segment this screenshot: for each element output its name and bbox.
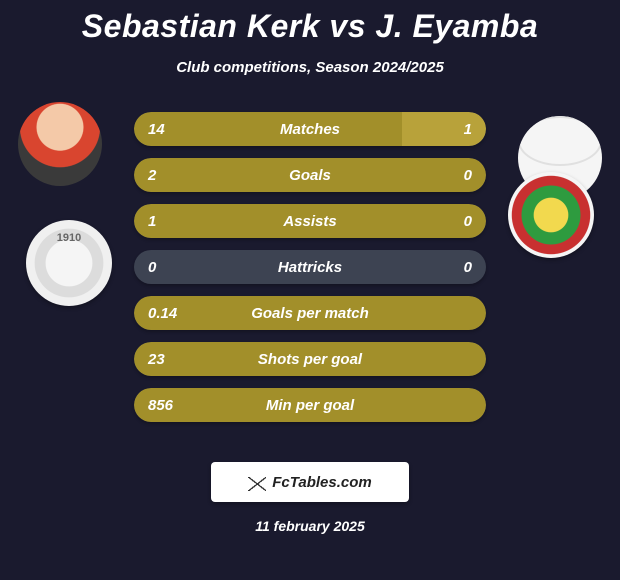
comparison-area: 14 1 Matches 2 0 Goals 1 0 Assists 0 0 Hattricks 0.1… — [0, 112, 620, 442]
brand-text: FcTables.com — [272, 474, 371, 491]
brand-badge[interactable]: FcTables.com — [211, 462, 409, 502]
stat-value-right: 0 — [464, 213, 472, 230]
stat-row: 14 1 Matches — [134, 112, 486, 146]
club-badge-left — [26, 220, 112, 306]
stat-row: 1 0 Assists — [134, 204, 486, 238]
stat-bar-right — [402, 112, 486, 146]
stat-row: 23 Shots per goal — [134, 342, 486, 376]
stat-value-left: 14 — [148, 121, 165, 138]
stat-bar-left — [134, 112, 402, 146]
stat-value-right: 1 — [464, 121, 472, 138]
stat-row: 0.14 Goals per match — [134, 296, 486, 330]
stat-value-right: 0 — [464, 259, 472, 276]
stat-row: 856 Min per goal — [134, 388, 486, 422]
brand-logo-icon — [248, 473, 266, 491]
stat-value-left: 1 — [148, 213, 156, 230]
stat-row: 2 0 Goals — [134, 158, 486, 192]
subtitle: Club competitions, Season 2024/2025 — [0, 59, 620, 76]
player-left-avatar — [18, 102, 102, 186]
stats-block: 14 1 Matches 2 0 Goals 1 0 Assists 0 0 Hattricks 0.1… — [134, 112, 486, 422]
stat-label: Goals — [289, 167, 331, 184]
stat-value-right: 0 — [464, 167, 472, 184]
page-title: Sebastian Kerk vs J. Eyamba — [0, 8, 620, 45]
footer-date: 11 february 2025 — [0, 518, 620, 534]
stat-value-left: 0.14 — [148, 305, 177, 322]
stat-label: Hattricks — [278, 259, 342, 276]
stat-value-left: 856 — [148, 397, 173, 414]
stat-label: Matches — [280, 121, 340, 138]
stat-value-left: 0 — [148, 259, 156, 276]
stat-label: Goals per match — [251, 305, 369, 322]
stat-value-left: 2 — [148, 167, 156, 184]
stat-row: 0 0 Hattricks — [134, 250, 486, 284]
stat-label: Shots per goal — [258, 351, 362, 368]
stat-label: Assists — [283, 213, 336, 230]
stat-label: Min per goal — [266, 397, 354, 414]
comparison-card: Sebastian Kerk vs J. Eyamba Club competi… — [0, 0, 620, 580]
club-badge-right — [508, 172, 594, 258]
stat-value-left: 23 — [148, 351, 165, 368]
